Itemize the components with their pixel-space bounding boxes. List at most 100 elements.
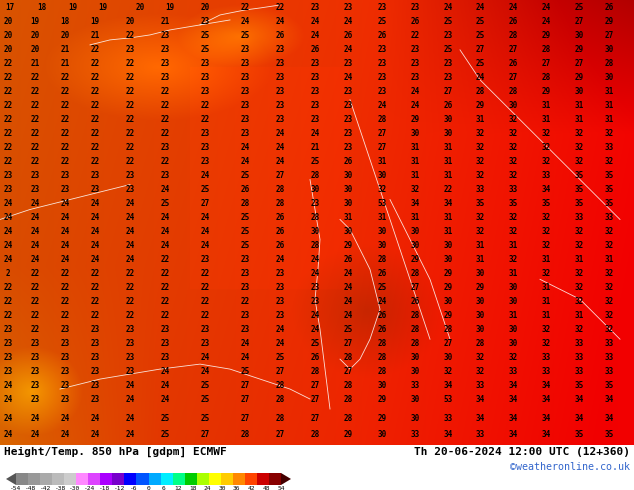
- Text: 24: 24: [3, 381, 13, 390]
- Text: 22: 22: [60, 283, 70, 292]
- Text: 22: 22: [3, 311, 13, 320]
- Text: 32: 32: [541, 241, 550, 250]
- Text: 33: 33: [508, 367, 517, 376]
- Text: 22: 22: [30, 101, 39, 110]
- Text: 24: 24: [30, 430, 39, 440]
- Text: 31: 31: [377, 157, 387, 166]
- Text: 25: 25: [377, 283, 387, 292]
- Text: 28: 28: [410, 311, 420, 320]
- Text: 24: 24: [476, 74, 484, 82]
- Text: -38: -38: [55, 486, 66, 490]
- Text: 23: 23: [160, 143, 170, 152]
- Text: 22: 22: [160, 283, 170, 292]
- Text: 23: 23: [311, 199, 320, 208]
- Bar: [160, 473, 173, 485]
- Text: 22: 22: [3, 87, 13, 96]
- Text: 22: 22: [126, 269, 134, 278]
- Text: 28: 28: [508, 87, 517, 96]
- Text: 22: 22: [200, 101, 210, 110]
- Text: 23: 23: [91, 325, 100, 334]
- Text: 22: 22: [60, 143, 70, 152]
- Text: 25: 25: [344, 325, 353, 334]
- Bar: [88, 473, 101, 485]
- Text: 27: 27: [344, 339, 353, 348]
- Text: 30: 30: [443, 255, 453, 264]
- Text: 30: 30: [410, 227, 420, 236]
- Text: 30: 30: [410, 394, 420, 404]
- Text: 23: 23: [200, 87, 210, 96]
- Text: 29: 29: [476, 101, 484, 110]
- Text: 23: 23: [275, 269, 285, 278]
- Text: 24: 24: [30, 415, 39, 423]
- Text: 22: 22: [30, 115, 39, 124]
- Text: 23: 23: [200, 143, 210, 152]
- Bar: [269, 473, 281, 485]
- Text: 23: 23: [60, 325, 70, 334]
- Text: 22: 22: [91, 297, 100, 306]
- Text: 23: 23: [126, 353, 134, 362]
- Text: 23: 23: [275, 46, 285, 54]
- Text: 25: 25: [160, 430, 170, 440]
- Bar: [112, 473, 125, 485]
- Text: 31: 31: [410, 213, 420, 222]
- Text: 19: 19: [165, 3, 174, 12]
- Text: 18: 18: [189, 486, 197, 490]
- Text: 30: 30: [410, 353, 420, 362]
- Text: 23: 23: [377, 46, 387, 54]
- Text: 27: 27: [240, 415, 250, 423]
- Text: 22: 22: [91, 269, 100, 278]
- Text: 28: 28: [275, 199, 285, 208]
- Text: 32: 32: [377, 185, 387, 194]
- Text: 32: 32: [541, 129, 550, 138]
- Bar: [184, 473, 197, 485]
- Text: 24: 24: [91, 227, 100, 236]
- Text: 32: 32: [604, 269, 614, 278]
- Text: 24: 24: [240, 18, 250, 26]
- Text: 29: 29: [574, 46, 584, 54]
- Text: 25: 25: [240, 213, 250, 222]
- Text: 26: 26: [311, 353, 320, 362]
- Text: 27: 27: [200, 430, 210, 440]
- Text: 25: 25: [240, 241, 250, 250]
- Text: 30: 30: [443, 115, 453, 124]
- Text: 24: 24: [91, 415, 100, 423]
- Text: 32: 32: [476, 129, 484, 138]
- Text: 22: 22: [160, 101, 170, 110]
- Text: 34: 34: [604, 394, 614, 404]
- Text: 27: 27: [508, 46, 517, 54]
- Text: 28: 28: [410, 325, 420, 334]
- Text: 26: 26: [410, 18, 420, 26]
- Text: 32: 32: [541, 213, 550, 222]
- Bar: [28, 473, 41, 485]
- Text: 29: 29: [344, 241, 353, 250]
- Text: 23: 23: [344, 3, 353, 12]
- Text: -48: -48: [25, 486, 36, 490]
- Text: 22: 22: [443, 185, 453, 194]
- Text: -42: -42: [40, 486, 51, 490]
- Text: 31: 31: [443, 227, 453, 236]
- Text: 24: 24: [30, 199, 39, 208]
- Text: 24: 24: [160, 381, 170, 390]
- Text: 22: 22: [60, 269, 70, 278]
- Text: 27: 27: [240, 394, 250, 404]
- Text: 23: 23: [60, 339, 70, 348]
- Text: 32: 32: [476, 367, 484, 376]
- Text: 22: 22: [91, 46, 100, 54]
- Text: 6: 6: [161, 486, 165, 490]
- Text: 23: 23: [344, 59, 353, 68]
- Text: 19: 19: [91, 18, 100, 26]
- Text: 22: 22: [30, 129, 39, 138]
- Text: 30: 30: [218, 486, 226, 490]
- Text: 23: 23: [240, 87, 250, 96]
- Text: 30: 30: [508, 101, 517, 110]
- Text: 24: 24: [541, 18, 550, 26]
- Text: 22: 22: [60, 87, 70, 96]
- Text: 23: 23: [3, 325, 13, 334]
- Text: 54: 54: [277, 486, 285, 490]
- Text: 34: 34: [508, 415, 517, 423]
- Text: 25: 25: [311, 157, 320, 166]
- Text: 24: 24: [200, 353, 210, 362]
- Text: 33: 33: [604, 213, 614, 222]
- Text: 24: 24: [240, 143, 250, 152]
- Text: 23: 23: [160, 339, 170, 348]
